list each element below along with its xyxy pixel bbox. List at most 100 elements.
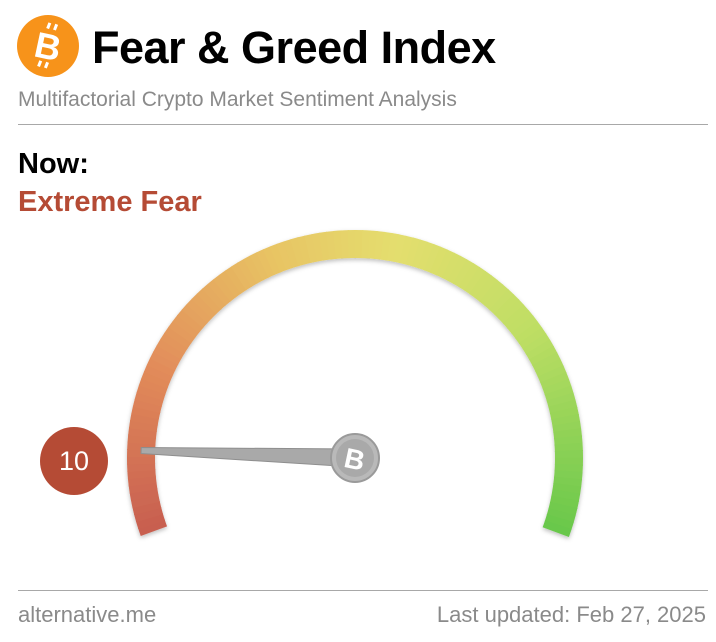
gauge-arc-segment (542, 520, 572, 538)
gauge-arc-segment (304, 233, 318, 263)
gauge-arc-segment (333, 230, 344, 259)
gauge-arc-segment (405, 237, 421, 267)
gauge-arc-segment (131, 405, 161, 420)
gauge-arc-segment (549, 495, 579, 510)
gauge-arc-segment (548, 399, 578, 414)
gauge-arc-segment (417, 241, 435, 271)
gauge-arc-segment (554, 457, 583, 466)
gauge-arc-segment (340, 230, 350, 259)
gauge-arc-segment (191, 293, 217, 319)
gauge-arc-segment (546, 392, 576, 408)
gauge-arc-segment (532, 352, 561, 372)
gauge-arc-segment (130, 494, 160, 508)
needle-hub-bitcoin-icon: B (330, 433, 380, 483)
gauge-arc-segment (474, 275, 498, 303)
gauge-arc-segment (546, 508, 576, 524)
gauge-arc-segment (201, 283, 227, 310)
gauge-arc-segment (136, 384, 166, 401)
header-divider (18, 124, 708, 125)
gauge-arc-segment (130, 412, 159, 426)
gauge-arc-segment (133, 507, 164, 523)
gauge-arc-segment (525, 339, 554, 361)
gauge-arc-segment (276, 241, 294, 271)
gauge-arc-segment (484, 284, 509, 311)
gauge-arc-segment (230, 262, 253, 291)
gauge-arc-segment (498, 299, 525, 325)
gauge-arc-segment (493, 293, 520, 320)
gauge-arc-segment (554, 450, 583, 459)
gauge-arc-segment (355, 230, 364, 259)
gauge-arc-segment (172, 314, 200, 339)
gauge-arc-segment (452, 259, 474, 288)
gauge-arc-segment (176, 309, 204, 334)
gauge-arc-segment (149, 351, 179, 371)
gauge-arc-segment (347, 230, 357, 259)
gauge-arc-segment (218, 270, 242, 298)
gauge-arc-segment (283, 239, 300, 269)
gauge-arc-segment (243, 255, 264, 284)
gauge-arc-segment (153, 344, 182, 366)
gauge-arc-segment (135, 513, 165, 530)
gauge-arc-segment (535, 358, 564, 378)
gauge-arc-segment (290, 237, 306, 267)
index-value-badge: 10 (40, 427, 108, 495)
gauge-arc-segment (522, 333, 551, 355)
gauge-arc-segment (297, 235, 312, 265)
gauge-arc-segment (207, 278, 232, 306)
gauge-arc-segment (551, 413, 581, 427)
page-title: Fear & Greed Index (92, 22, 496, 73)
gauge-arc-segment (469, 270, 493, 299)
gauge-arc-segment (224, 266, 247, 294)
gauge-arc-segment (138, 519, 168, 536)
gauge-arc-segment (554, 442, 583, 452)
gauge-arc-segment (435, 249, 455, 279)
gauge-arc-segment (537, 365, 567, 384)
gauge-arc-segment (127, 469, 156, 480)
gauge-arc-segment (156, 338, 185, 360)
last-updated: Last updated: Feb 27, 2025 (436, 602, 706, 627)
gauge-arc-segment (129, 488, 159, 501)
gauge-arc-segment (249, 252, 270, 281)
gauge-arc-segment (143, 364, 173, 383)
gauge-arc-segment (458, 262, 481, 291)
gauge-arc-segment (518, 327, 547, 350)
footer-divider (18, 590, 708, 591)
gauge-arc-segment (128, 419, 158, 432)
gauge-arc-segment (393, 234, 407, 264)
gauge-arc-segment (529, 345, 558, 366)
gauge-arc-segment (544, 385, 574, 402)
gauge-arc-segment (127, 462, 156, 472)
gauge-arc-segment (186, 298, 213, 324)
gauge-arc-segment (544, 514, 574, 531)
sentiment-gauge: B (127, 230, 583, 538)
gauge-arc-segment (311, 232, 325, 262)
gauge-arc-segment (489, 289, 515, 315)
gauge-arc-segment (429, 246, 449, 276)
gauge-arc-segment (515, 321, 543, 345)
gauge-arc-segment (141, 370, 171, 389)
gauge-arc-segment (554, 435, 583, 446)
page-subtitle: Multifactorial Crypto Market Sentiment A… (18, 88, 457, 111)
gauge-arc-segment (256, 249, 276, 278)
gauge-arc-segment (552, 482, 582, 495)
gauge-arc-segment (507, 309, 534, 334)
gauge-arc-segment (146, 357, 176, 377)
gauge-arc-segment (196, 288, 222, 315)
sentiment-classification: Extreme Fear (18, 186, 202, 218)
gauge-arc-segment (441, 252, 462, 282)
gauge-arc-segment (386, 232, 400, 262)
gauge-arc-segment (502, 304, 530, 329)
gauge-arc-segment (479, 279, 504, 307)
source-link[interactable]: alternative.me (18, 602, 157, 627)
gauge-arc-segment (134, 391, 164, 407)
gauge-arc-segment (399, 235, 414, 265)
gauge-arc-segment (160, 332, 189, 354)
gauge-arc-segment (213, 274, 237, 302)
gauge-arc-segment (551, 489, 581, 502)
gauge-arc-segment (181, 303, 208, 329)
gauge-arc (127, 230, 583, 538)
gauge-arc-segment (423, 243, 442, 273)
gauge-arc-segment (411, 239, 428, 269)
gauge-arc-segment (540, 371, 570, 390)
gauge-arc-segment (511, 315, 539, 339)
